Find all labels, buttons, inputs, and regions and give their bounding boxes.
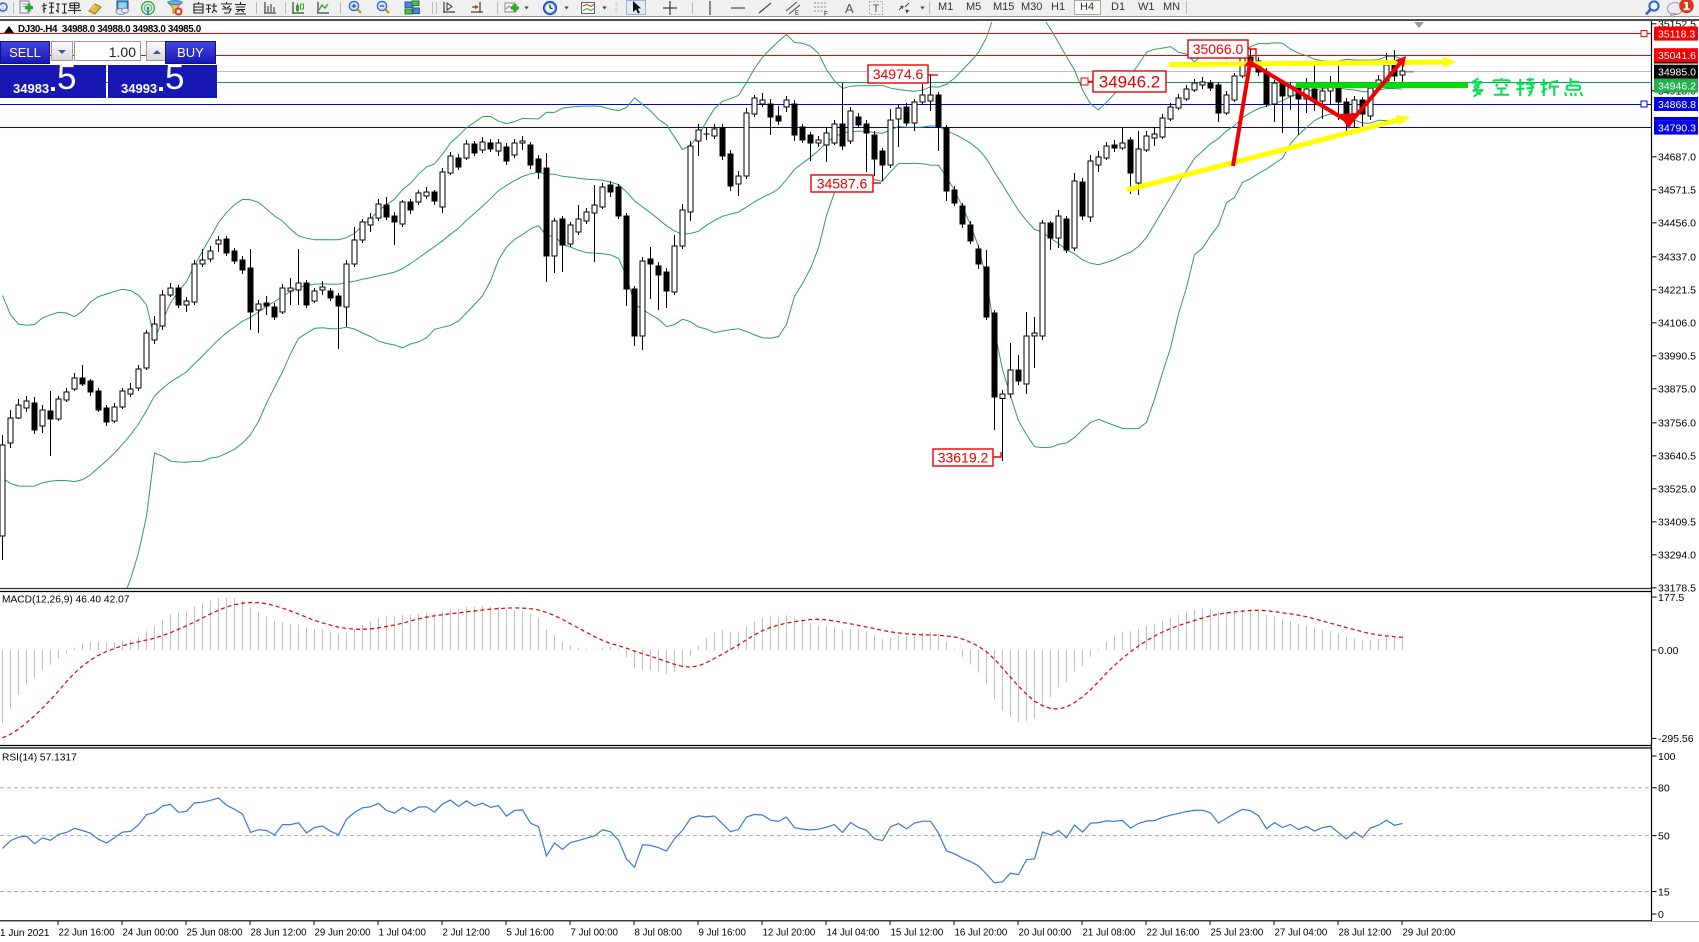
svg-text:34946.2: 34946.2 [1099,73,1160,92]
svg-text:F: F [824,11,828,17]
svg-text:1 Jun 2021: 1 Jun 2021 [0,928,50,939]
svg-text:MACD(12,26,9) 46.40 42.07: MACD(12,26,9) 46.40 42.07 [2,595,130,606]
svg-text:34221.5: 34221.5 [1658,285,1696,297]
svg-text:0.00: 0.00 [1658,645,1679,657]
svg-text:28 Jul 12:00: 28 Jul 12:00 [1339,928,1392,939]
svg-text:35066.0: 35066.0 [1193,41,1244,57]
svg-text:25 Jul 23:00: 25 Jul 23:00 [1211,928,1264,939]
svg-text:33990.5: 33990.5 [1658,351,1696,363]
svg-text:33640.5: 33640.5 [1658,451,1696,463]
svg-text:16 Jul 20:00: 16 Jul 20:00 [955,928,1008,939]
svg-text:A: A [845,1,854,16]
svg-text:25 Jun 08:00: 25 Jun 08:00 [187,928,244,939]
svg-text:34337.0: 34337.0 [1658,252,1696,264]
svg-text:33294.0: 33294.0 [1658,550,1696,562]
svg-text:1 Jul 04:00: 1 Jul 04:00 [379,928,427,939]
svg-text:177.5: 177.5 [1658,592,1684,604]
svg-text:8 Jul 08:00: 8 Jul 08:00 [635,928,683,939]
svg-text:35041.6: 35041.6 [1658,50,1696,62]
svg-text:28 Jun 12:00: 28 Jun 12:00 [251,928,308,939]
svg-text:RSI(14) 57.1317: RSI(14) 57.1317 [2,753,77,764]
svg-text:34946.2: 34946.2 [1658,80,1696,92]
svg-text:80: 80 [1658,783,1670,795]
svg-text:33525.0: 33525.0 [1658,484,1696,496]
svg-text:34106.0: 34106.0 [1658,318,1696,330]
svg-text:34790.3: 34790.3 [1658,122,1696,134]
svg-text:33409.5: 33409.5 [1658,517,1696,529]
svg-text:33178.5: 33178.5 [1658,583,1696,595]
svg-text:34587.6: 34587.6 [817,176,868,192]
svg-text:35118.3: 35118.3 [1658,28,1695,40]
svg-text:2 Jul 12:00: 2 Jul 12:00 [443,928,491,939]
svg-text:22 Jun 16:00: 22 Jun 16:00 [59,928,116,939]
svg-text:20 Jul 00:00: 20 Jul 00:00 [1019,928,1072,939]
svg-text:12 Jul 20:00: 12 Jul 20:00 [763,928,816,939]
svg-text:34985.0: 34985.0 [1658,67,1696,79]
svg-text:21 Jul 08:00: 21 Jul 08:00 [1083,928,1136,939]
svg-text:14 Jul 04:00: 14 Jul 04:00 [827,928,880,939]
svg-text:33875.0: 33875.0 [1658,384,1696,396]
svg-text:15: 15 [1658,886,1670,898]
svg-text:-295.56: -295.56 [1658,733,1694,745]
svg-text:33619.2: 33619.2 [938,450,989,466]
svg-text:34974.6: 34974.6 [873,66,924,82]
svg-text:E: E [795,11,799,16]
svg-text:0: 0 [1658,909,1664,921]
svg-text:50: 50 [1658,830,1670,842]
svg-text:34456.0: 34456.0 [1658,218,1696,230]
svg-text:33756.0: 33756.0 [1658,418,1696,430]
svg-text:24 Jun 00:00: 24 Jun 00:00 [123,928,180,939]
svg-text:100: 100 [1658,751,1676,763]
svg-text:27 Jul 04:00: 27 Jul 04:00 [1275,928,1328,939]
svg-text:9 Jul 16:00: 9 Jul 16:00 [699,928,747,939]
svg-text:22 Jul 16:00: 22 Jul 16:00 [1147,928,1200,939]
svg-text:5 Jul 16:00: 5 Jul 16:00 [507,928,555,939]
svg-text:34868.8: 34868.8 [1658,99,1696,111]
svg-text:DJ30-.H4 34988.0 34988.0 3498: DJ30-.H4 34988.0 34988.0 34983.0 34985.0 [18,24,202,35]
svg-text:T: T [873,3,880,15]
svg-text:29 Jun 20:00: 29 Jun 20:00 [315,928,372,939]
svg-text:7 Jul 00:00: 7 Jul 00:00 [571,928,619,939]
svg-text:34687.0: 34687.0 [1658,152,1696,164]
svg-text:34571.5: 34571.5 [1658,185,1696,197]
svg-text:29 Jul 20:00: 29 Jul 20:00 [1403,928,1456,939]
svg-text:15 Jul 12:00: 15 Jul 12:00 [891,928,944,939]
